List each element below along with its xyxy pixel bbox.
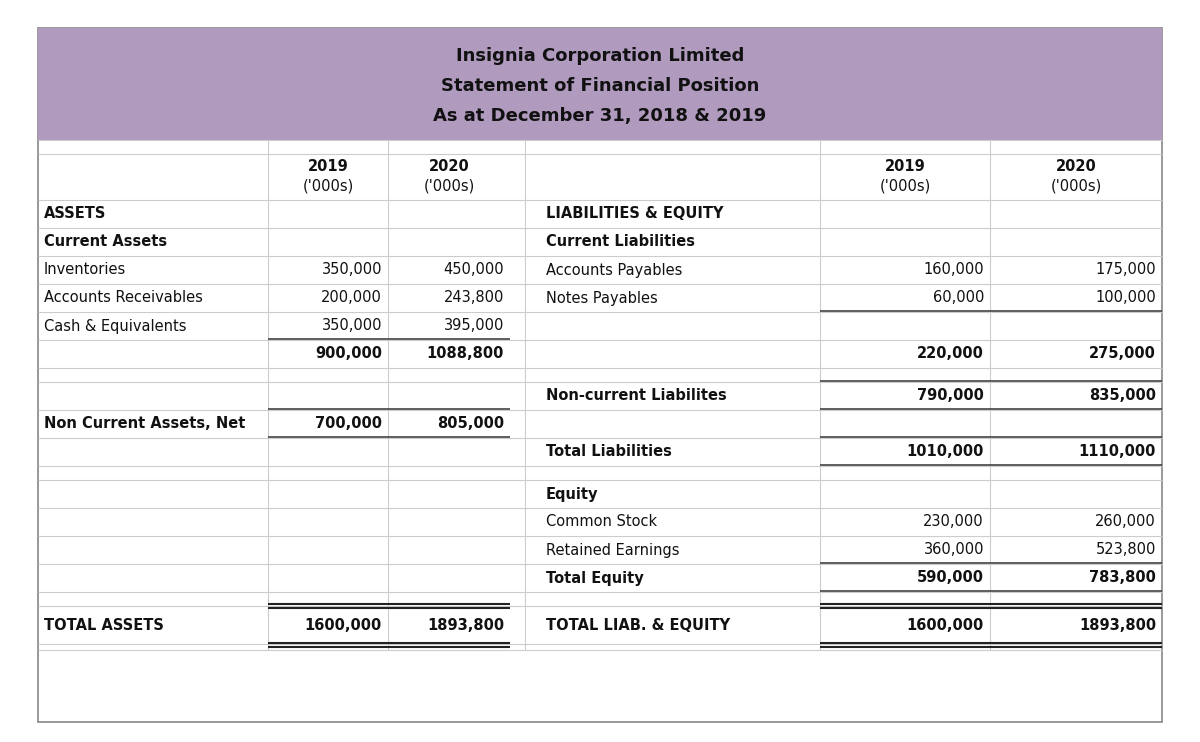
- Text: 2019: 2019: [884, 160, 925, 174]
- Text: 523,800: 523,800: [1096, 542, 1156, 557]
- Text: 1893,800: 1893,800: [1079, 617, 1156, 632]
- Text: Cash & Equivalents: Cash & Equivalents: [44, 318, 186, 333]
- Text: 805,000: 805,000: [437, 416, 504, 432]
- Text: 783,800: 783,800: [1090, 571, 1156, 585]
- Text: TOTAL ASSETS: TOTAL ASSETS: [44, 617, 164, 632]
- Text: Common Stock: Common Stock: [546, 514, 658, 530]
- Text: Insignia Corporation Limited: Insignia Corporation Limited: [456, 47, 744, 65]
- Text: Total Liabilities: Total Liabilities: [546, 444, 672, 459]
- Text: ('000s): ('000s): [1050, 179, 1102, 194]
- Text: ('000s): ('000s): [880, 179, 931, 194]
- Text: Current Assets: Current Assets: [44, 234, 167, 249]
- Text: 1893,800: 1893,800: [427, 617, 504, 632]
- Text: 275,000: 275,000: [1090, 347, 1156, 361]
- Text: 200,000: 200,000: [322, 291, 382, 306]
- Text: Accounts Payables: Accounts Payables: [546, 263, 683, 278]
- Text: 175,000: 175,000: [1096, 263, 1156, 278]
- Text: ('000s): ('000s): [302, 179, 354, 194]
- Text: 1088,800: 1088,800: [427, 347, 504, 361]
- Text: 350,000: 350,000: [322, 318, 382, 333]
- Text: 590,000: 590,000: [917, 571, 984, 585]
- Text: 450,000: 450,000: [443, 263, 504, 278]
- Text: Inventories: Inventories: [44, 263, 126, 278]
- Text: Equity: Equity: [546, 487, 599, 502]
- Text: 243,800: 243,800: [444, 291, 504, 306]
- Text: 230,000: 230,000: [923, 514, 984, 530]
- Text: 160,000: 160,000: [923, 263, 984, 278]
- Text: 700,000: 700,000: [314, 416, 382, 432]
- Text: 220,000: 220,000: [917, 347, 984, 361]
- Text: Retained Earnings: Retained Earnings: [546, 542, 679, 557]
- Text: Total Equity: Total Equity: [546, 571, 643, 585]
- Text: 260,000: 260,000: [1096, 514, 1156, 530]
- Text: Statement of Financial Position: Statement of Financial Position: [440, 77, 760, 95]
- Text: 395,000: 395,000: [444, 318, 504, 333]
- Text: 360,000: 360,000: [924, 542, 984, 557]
- Text: ('000s): ('000s): [424, 179, 475, 194]
- Text: Non Current Assets, Net: Non Current Assets, Net: [44, 416, 245, 432]
- Text: 900,000: 900,000: [314, 347, 382, 361]
- Text: Non-current Liabilites: Non-current Liabilites: [546, 389, 727, 404]
- Text: 2019: 2019: [307, 160, 348, 174]
- Text: 1600,000: 1600,000: [305, 617, 382, 632]
- Text: 2020: 2020: [1056, 160, 1097, 174]
- Text: LIABILITIES & EQUITY: LIABILITIES & EQUITY: [546, 206, 724, 222]
- Text: 790,000: 790,000: [917, 389, 984, 404]
- Text: 100,000: 100,000: [1096, 291, 1156, 306]
- Text: TOTAL LIAB. & EQUITY: TOTAL LIAB. & EQUITY: [546, 617, 730, 632]
- Text: Notes Payables: Notes Payables: [546, 291, 658, 306]
- Text: 1010,000: 1010,000: [907, 444, 984, 459]
- Text: 2020: 2020: [428, 160, 469, 174]
- Text: Accounts Receivables: Accounts Receivables: [44, 291, 203, 306]
- Bar: [38, 28, 1162, 140]
- Text: 1600,000: 1600,000: [907, 617, 984, 632]
- Text: 60,000: 60,000: [932, 291, 984, 306]
- Text: 1110,000: 1110,000: [1079, 444, 1156, 459]
- Text: 835,000: 835,000: [1090, 389, 1156, 404]
- Text: Current Liabilities: Current Liabilities: [546, 234, 695, 249]
- Text: ASSETS: ASSETS: [44, 206, 107, 222]
- Text: 350,000: 350,000: [322, 263, 382, 278]
- Text: As at December 31, 2018 & 2019: As at December 31, 2018 & 2019: [433, 108, 767, 125]
